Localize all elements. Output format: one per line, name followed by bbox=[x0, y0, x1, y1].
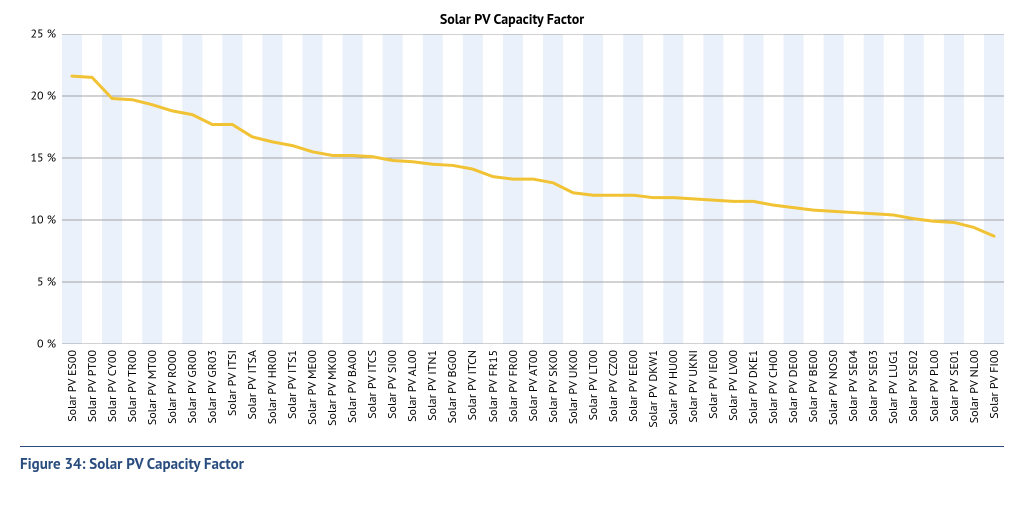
x-tick-label: Solar PV FI00 bbox=[984, 350, 1004, 428]
x-tick-label: Solar PV SI00 bbox=[383, 350, 403, 428]
x-tick-label: Solar PV BG00 bbox=[443, 350, 463, 428]
x-tick-label: Solar PV MT00 bbox=[142, 350, 162, 428]
x-tick-label: Solar PV SE01 bbox=[944, 350, 964, 428]
chart-title: Solar PV Capacity Factor bbox=[20, 10, 1004, 28]
x-tick-label: Solar PV GR00 bbox=[182, 350, 202, 428]
figure-caption: Figure 34: Solar PV Capacity Factor bbox=[20, 455, 1004, 474]
y-tick-label: 20 % bbox=[30, 89, 56, 104]
x-tick-label: Solar PV PT00 bbox=[82, 350, 102, 428]
x-tick-label: Solar PV BA00 bbox=[343, 350, 363, 428]
y-tick-label: 5 % bbox=[37, 275, 56, 290]
x-tick-label: Solar PV MK00 bbox=[323, 350, 343, 428]
x-tick-label: Solar PV BE00 bbox=[804, 350, 824, 428]
x-tick-label: Solar PV ES00 bbox=[62, 350, 82, 428]
plot-area bbox=[62, 34, 1004, 344]
x-tick-label: Solar PV ITSA bbox=[242, 350, 262, 428]
x-tick-label: Solar PV ITCN bbox=[463, 350, 483, 428]
x-tick-label: Solar PV SE02 bbox=[904, 350, 924, 428]
x-tick-label: Solar PV DKW1 bbox=[643, 350, 663, 428]
x-tick-label: Solar PV ITCS bbox=[363, 350, 383, 428]
x-tick-label: Solar PV AL00 bbox=[403, 350, 423, 428]
x-tick-label: Solar PV ME00 bbox=[303, 350, 323, 428]
x-tick-label: Solar PV NL00 bbox=[964, 350, 984, 428]
x-tick-label: Solar PV TR00 bbox=[122, 350, 142, 428]
x-tick-label: Solar PV CH00 bbox=[764, 350, 784, 428]
x-tick-label: Solar PV UK00 bbox=[563, 350, 583, 428]
x-tick-label: Solar PV DKE1 bbox=[744, 350, 764, 428]
y-tick-label: 10 % bbox=[30, 213, 56, 228]
x-tick-label: Solar PV LV00 bbox=[724, 350, 744, 428]
x-tick-label: Solar PV LUG1 bbox=[884, 350, 904, 428]
x-tick-label: Solar PV HR00 bbox=[262, 350, 282, 428]
x-tick-label: Solar PV ITS1 bbox=[283, 350, 303, 428]
x-tick-label: Solar PV IE00 bbox=[704, 350, 724, 428]
x-tick-label: Solar PV SK00 bbox=[543, 350, 563, 428]
x-tick-label: Solar PV DE00 bbox=[784, 350, 804, 428]
x-tick-label: Solar PV FR15 bbox=[483, 350, 503, 428]
x-tick-label: Solar PV FR00 bbox=[503, 350, 523, 428]
caption-separator bbox=[20, 446, 1004, 447]
x-tick-label: Solar PV HU00 bbox=[663, 350, 683, 428]
x-tick-label: Solar PV SE03 bbox=[864, 350, 884, 428]
y-tick-label: 0 % bbox=[37, 337, 56, 352]
x-tick-label: Solar PV CY00 bbox=[102, 350, 122, 428]
chart-area: 0 %5 %10 %15 %20 %25 % bbox=[20, 34, 1004, 344]
x-tick-label: Solar PV LT00 bbox=[583, 350, 603, 428]
x-tick-label: Solar PV RO00 bbox=[162, 350, 182, 428]
x-tick-label: Solar PV AT00 bbox=[523, 350, 543, 428]
x-tick-label: Solar PV ITSI bbox=[222, 350, 242, 428]
x-tick-label: Solar PV SE04 bbox=[844, 350, 864, 428]
x-tick-label: Solar PV EE00 bbox=[623, 350, 643, 428]
chart-svg bbox=[62, 34, 1004, 344]
x-tick-label: Solar PV NOS0 bbox=[824, 350, 844, 428]
x-tick-label: Solar PV GR03 bbox=[202, 350, 222, 428]
x-tick-label: Solar PV CZ00 bbox=[603, 350, 623, 428]
x-tick-label: Solar PV PL00 bbox=[924, 350, 944, 428]
x-axis: Solar PV ES00Solar PV PT00Solar PV CY00S… bbox=[62, 350, 1004, 428]
y-axis: 0 %5 %10 %15 %20 %25 % bbox=[20, 34, 62, 344]
y-tick-label: 25 % bbox=[30, 27, 56, 42]
x-tick-label: Solar PV UKNI bbox=[683, 350, 703, 428]
y-tick-label: 15 % bbox=[30, 151, 56, 166]
x-tick-label: Solar PV ITN1 bbox=[423, 350, 443, 428]
